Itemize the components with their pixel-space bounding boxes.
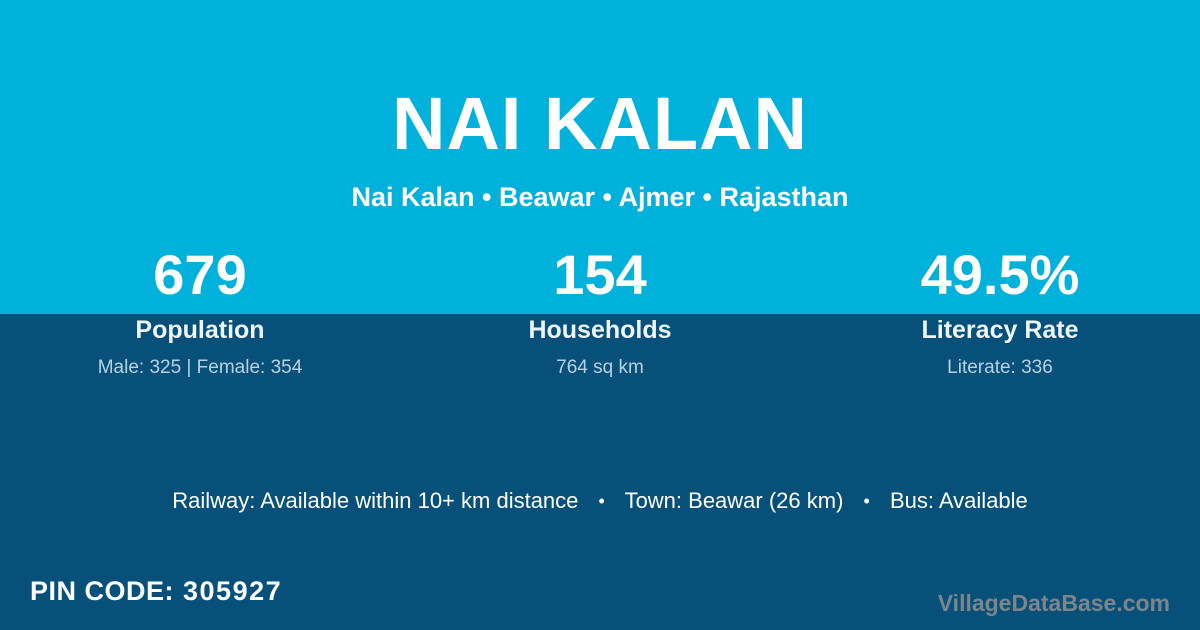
page-title: NAI KALAN xyxy=(392,82,808,165)
stat-population: 679 Population Male: 325 | Female: 354 xyxy=(0,244,400,379)
households-value: 154 xyxy=(553,243,647,306)
town-distance: Town: Beawar (26 km) xyxy=(624,488,844,513)
stats-row: 679 Population Male: 325 | Female: 354 1… xyxy=(0,244,1200,379)
bullet-separator: • xyxy=(863,491,870,511)
bullet-separator: • xyxy=(598,491,605,511)
stat-households: 154 Households 764 sq km xyxy=(400,244,800,379)
pin-code-value: 305927 xyxy=(183,576,283,606)
top-background-band xyxy=(0,0,1200,314)
literate-count-detail: Literate: 336 xyxy=(947,357,1053,378)
households-label: Households xyxy=(528,316,672,344)
population-value: 679 xyxy=(153,243,247,306)
watermark-site-name: VillageDataBase.com xyxy=(937,590,1170,616)
literacy-rate-label: Literacy Rate xyxy=(921,316,1079,344)
transport-summary: Railway: Available within 10+ km distanc… xyxy=(0,487,1200,515)
literacy-rate-value: 49.5% xyxy=(920,243,1080,306)
population-gender-detail: Male: 325 | Female: 354 xyxy=(97,357,303,378)
area-detail: 764 sq km xyxy=(556,357,644,378)
pin-code: PIN CODE: 305927 xyxy=(30,576,282,606)
railway-status: Railway: Available within 10+ km distanc… xyxy=(172,488,579,513)
population-label: Population xyxy=(135,316,265,344)
bus-status: Bus: Available xyxy=(889,488,1028,513)
breadcrumb: Nai Kalan • Beawar • Ajmer • Rajasthan xyxy=(351,182,849,212)
stat-literacy: 49.5% Literacy Rate Literate: 336 xyxy=(800,244,1200,379)
pin-code-label: PIN CODE: xyxy=(30,576,175,606)
bottom-background-band xyxy=(0,314,1200,630)
